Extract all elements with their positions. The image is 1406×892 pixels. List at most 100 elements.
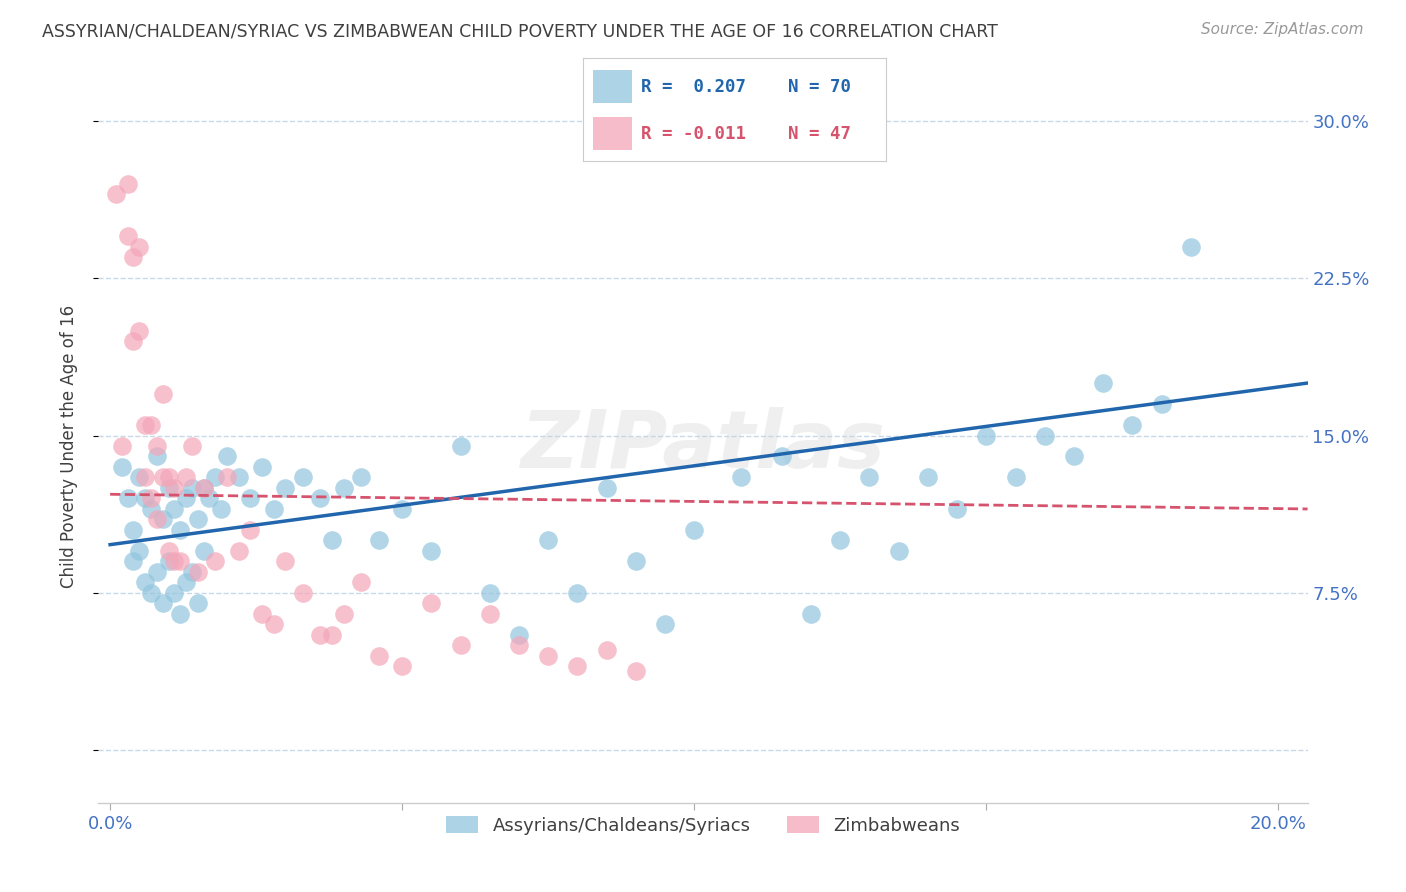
Point bbox=[420, 544, 443, 558]
Point bbox=[367, 648, 389, 663]
Point bbox=[228, 470, 250, 484]
Point bbox=[139, 417, 162, 432]
Point bbox=[128, 544, 150, 558]
Point bbox=[508, 628, 530, 642]
Point bbox=[187, 565, 209, 579]
Point bbox=[730, 470, 752, 484]
Point bbox=[163, 502, 186, 516]
Point bbox=[187, 512, 209, 526]
Point bbox=[332, 607, 354, 621]
Text: R = -0.011    N = 47: R = -0.011 N = 47 bbox=[641, 125, 851, 143]
Point bbox=[122, 554, 145, 568]
Point bbox=[291, 470, 314, 484]
Point bbox=[1033, 428, 1056, 442]
Point bbox=[198, 491, 221, 506]
Point bbox=[139, 502, 162, 516]
Point bbox=[478, 607, 501, 621]
Point bbox=[117, 177, 139, 191]
Point bbox=[367, 533, 389, 548]
Point bbox=[263, 502, 285, 516]
Point bbox=[193, 481, 215, 495]
Point bbox=[128, 470, 150, 484]
Point bbox=[180, 439, 202, 453]
Y-axis label: Child Poverty Under the Age of 16: Child Poverty Under the Age of 16 bbox=[59, 304, 77, 588]
Point bbox=[152, 470, 174, 484]
Point bbox=[595, 642, 617, 657]
Point bbox=[187, 596, 209, 610]
Point bbox=[1092, 376, 1115, 390]
Text: Source: ZipAtlas.com: Source: ZipAtlas.com bbox=[1201, 22, 1364, 37]
Point bbox=[146, 512, 169, 526]
Point bbox=[122, 334, 145, 348]
Text: ZIPatlas: ZIPatlas bbox=[520, 407, 886, 485]
Point bbox=[350, 470, 373, 484]
Point bbox=[157, 554, 180, 568]
Point bbox=[152, 512, 174, 526]
Point bbox=[595, 481, 617, 495]
Point bbox=[321, 533, 343, 548]
Point bbox=[152, 596, 174, 610]
Text: R =  0.207    N = 70: R = 0.207 N = 70 bbox=[641, 78, 851, 95]
Point bbox=[204, 554, 226, 568]
Point bbox=[152, 386, 174, 401]
Point bbox=[146, 565, 169, 579]
Point bbox=[974, 428, 997, 442]
FancyBboxPatch shape bbox=[592, 118, 631, 150]
Point bbox=[274, 481, 297, 495]
Point bbox=[122, 250, 145, 264]
Point bbox=[263, 617, 285, 632]
Point bbox=[250, 460, 273, 475]
Point bbox=[169, 554, 191, 568]
Point bbox=[134, 417, 156, 432]
Point bbox=[391, 502, 413, 516]
Point bbox=[209, 502, 232, 516]
Point bbox=[830, 533, 852, 548]
Point bbox=[624, 664, 647, 678]
Point bbox=[291, 586, 314, 600]
FancyBboxPatch shape bbox=[592, 70, 631, 103]
Point bbox=[239, 523, 262, 537]
Point bbox=[157, 544, 180, 558]
Point bbox=[117, 491, 139, 506]
Point bbox=[858, 470, 880, 484]
Point bbox=[420, 596, 443, 610]
Point bbox=[1180, 239, 1202, 253]
Point bbox=[350, 575, 373, 590]
Point bbox=[111, 439, 134, 453]
Point bbox=[654, 617, 676, 632]
Point bbox=[332, 481, 354, 495]
Point bbox=[800, 607, 823, 621]
Point bbox=[567, 586, 589, 600]
Point bbox=[169, 523, 191, 537]
Point bbox=[128, 239, 150, 253]
Point bbox=[478, 586, 501, 600]
Point bbox=[624, 554, 647, 568]
Point bbox=[134, 575, 156, 590]
Point bbox=[239, 491, 262, 506]
Point bbox=[169, 607, 191, 621]
Point bbox=[1150, 397, 1173, 411]
Point bbox=[157, 481, 180, 495]
Point bbox=[139, 491, 162, 506]
Point bbox=[1121, 417, 1143, 432]
Point bbox=[139, 586, 162, 600]
Point bbox=[157, 470, 180, 484]
Point bbox=[887, 544, 910, 558]
Point bbox=[508, 639, 530, 653]
Point bbox=[174, 491, 197, 506]
Point bbox=[111, 460, 134, 475]
Point bbox=[309, 628, 332, 642]
Text: ASSYRIAN/CHALDEAN/SYRIAC VS ZIMBABWEAN CHILD POVERTY UNDER THE AGE OF 16 CORRELA: ASSYRIAN/CHALDEAN/SYRIAC VS ZIMBABWEAN C… bbox=[42, 22, 998, 40]
Point bbox=[450, 439, 472, 453]
Point bbox=[104, 187, 127, 202]
Point bbox=[180, 481, 202, 495]
Point bbox=[321, 628, 343, 642]
Point bbox=[215, 450, 238, 464]
Point bbox=[946, 502, 969, 516]
Point bbox=[163, 586, 186, 600]
Point bbox=[174, 470, 197, 484]
Point bbox=[309, 491, 332, 506]
Point bbox=[122, 523, 145, 537]
Point bbox=[391, 659, 413, 673]
Point bbox=[1063, 450, 1085, 464]
